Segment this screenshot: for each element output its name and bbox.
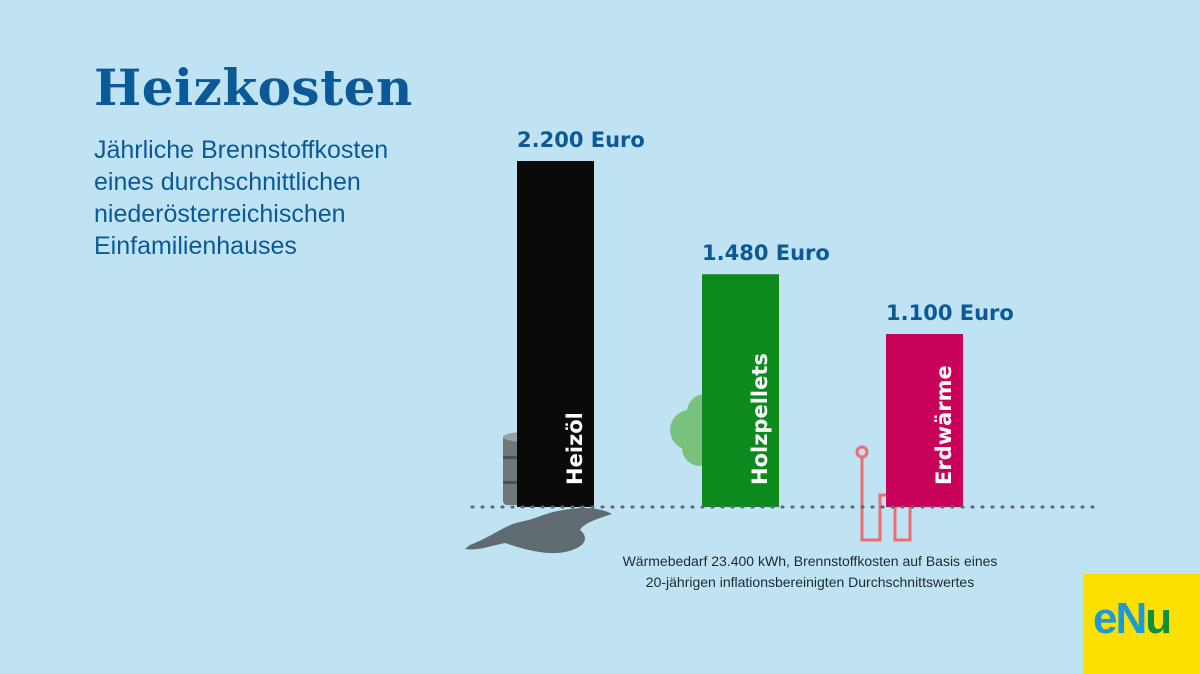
bar-value-label: 1.100 Euro [886, 301, 1014, 325]
bar-category-label: Erdwärme [932, 365, 956, 485]
bar-value-label: 2.200 Euro [517, 128, 645, 152]
subtitle-line: niederösterreichischen [94, 200, 346, 228]
page-title: Heizkosten [94, 58, 413, 117]
enu-logo: eNu [1083, 574, 1200, 674]
bar-2 [886, 334, 963, 507]
footnote-line: Wärmebedarf 23.400 kWh, Brennstoffkosten… [622, 553, 998, 569]
bar-value-label: 1.480 Euro [702, 241, 830, 265]
subtitle-line: Einfamilienhauses [94, 232, 297, 260]
subtitle-line: Jährliche Brennstoffkosten [94, 136, 389, 164]
bar-1 [702, 274, 779, 507]
footnote-line: 20-jährigen inflationsbereinigten Durchs… [645, 574, 975, 590]
page-subtitle: Jährliche Brennstoffkosten eines durchsc… [94, 134, 514, 262]
bar-category-label: Heizöl [563, 412, 587, 485]
footnote: Wärmebedarf 23.400 kWh, Brennstoffkosten… [600, 551, 1020, 593]
subtitle-line: eines durchschnittlichen [94, 168, 361, 196]
enu-logo-text: eNu [1093, 594, 1172, 643]
bar-category-label: Holzpellets [748, 353, 772, 485]
bar-0 [517, 161, 594, 507]
oil-spill-icon [465, 507, 612, 554]
